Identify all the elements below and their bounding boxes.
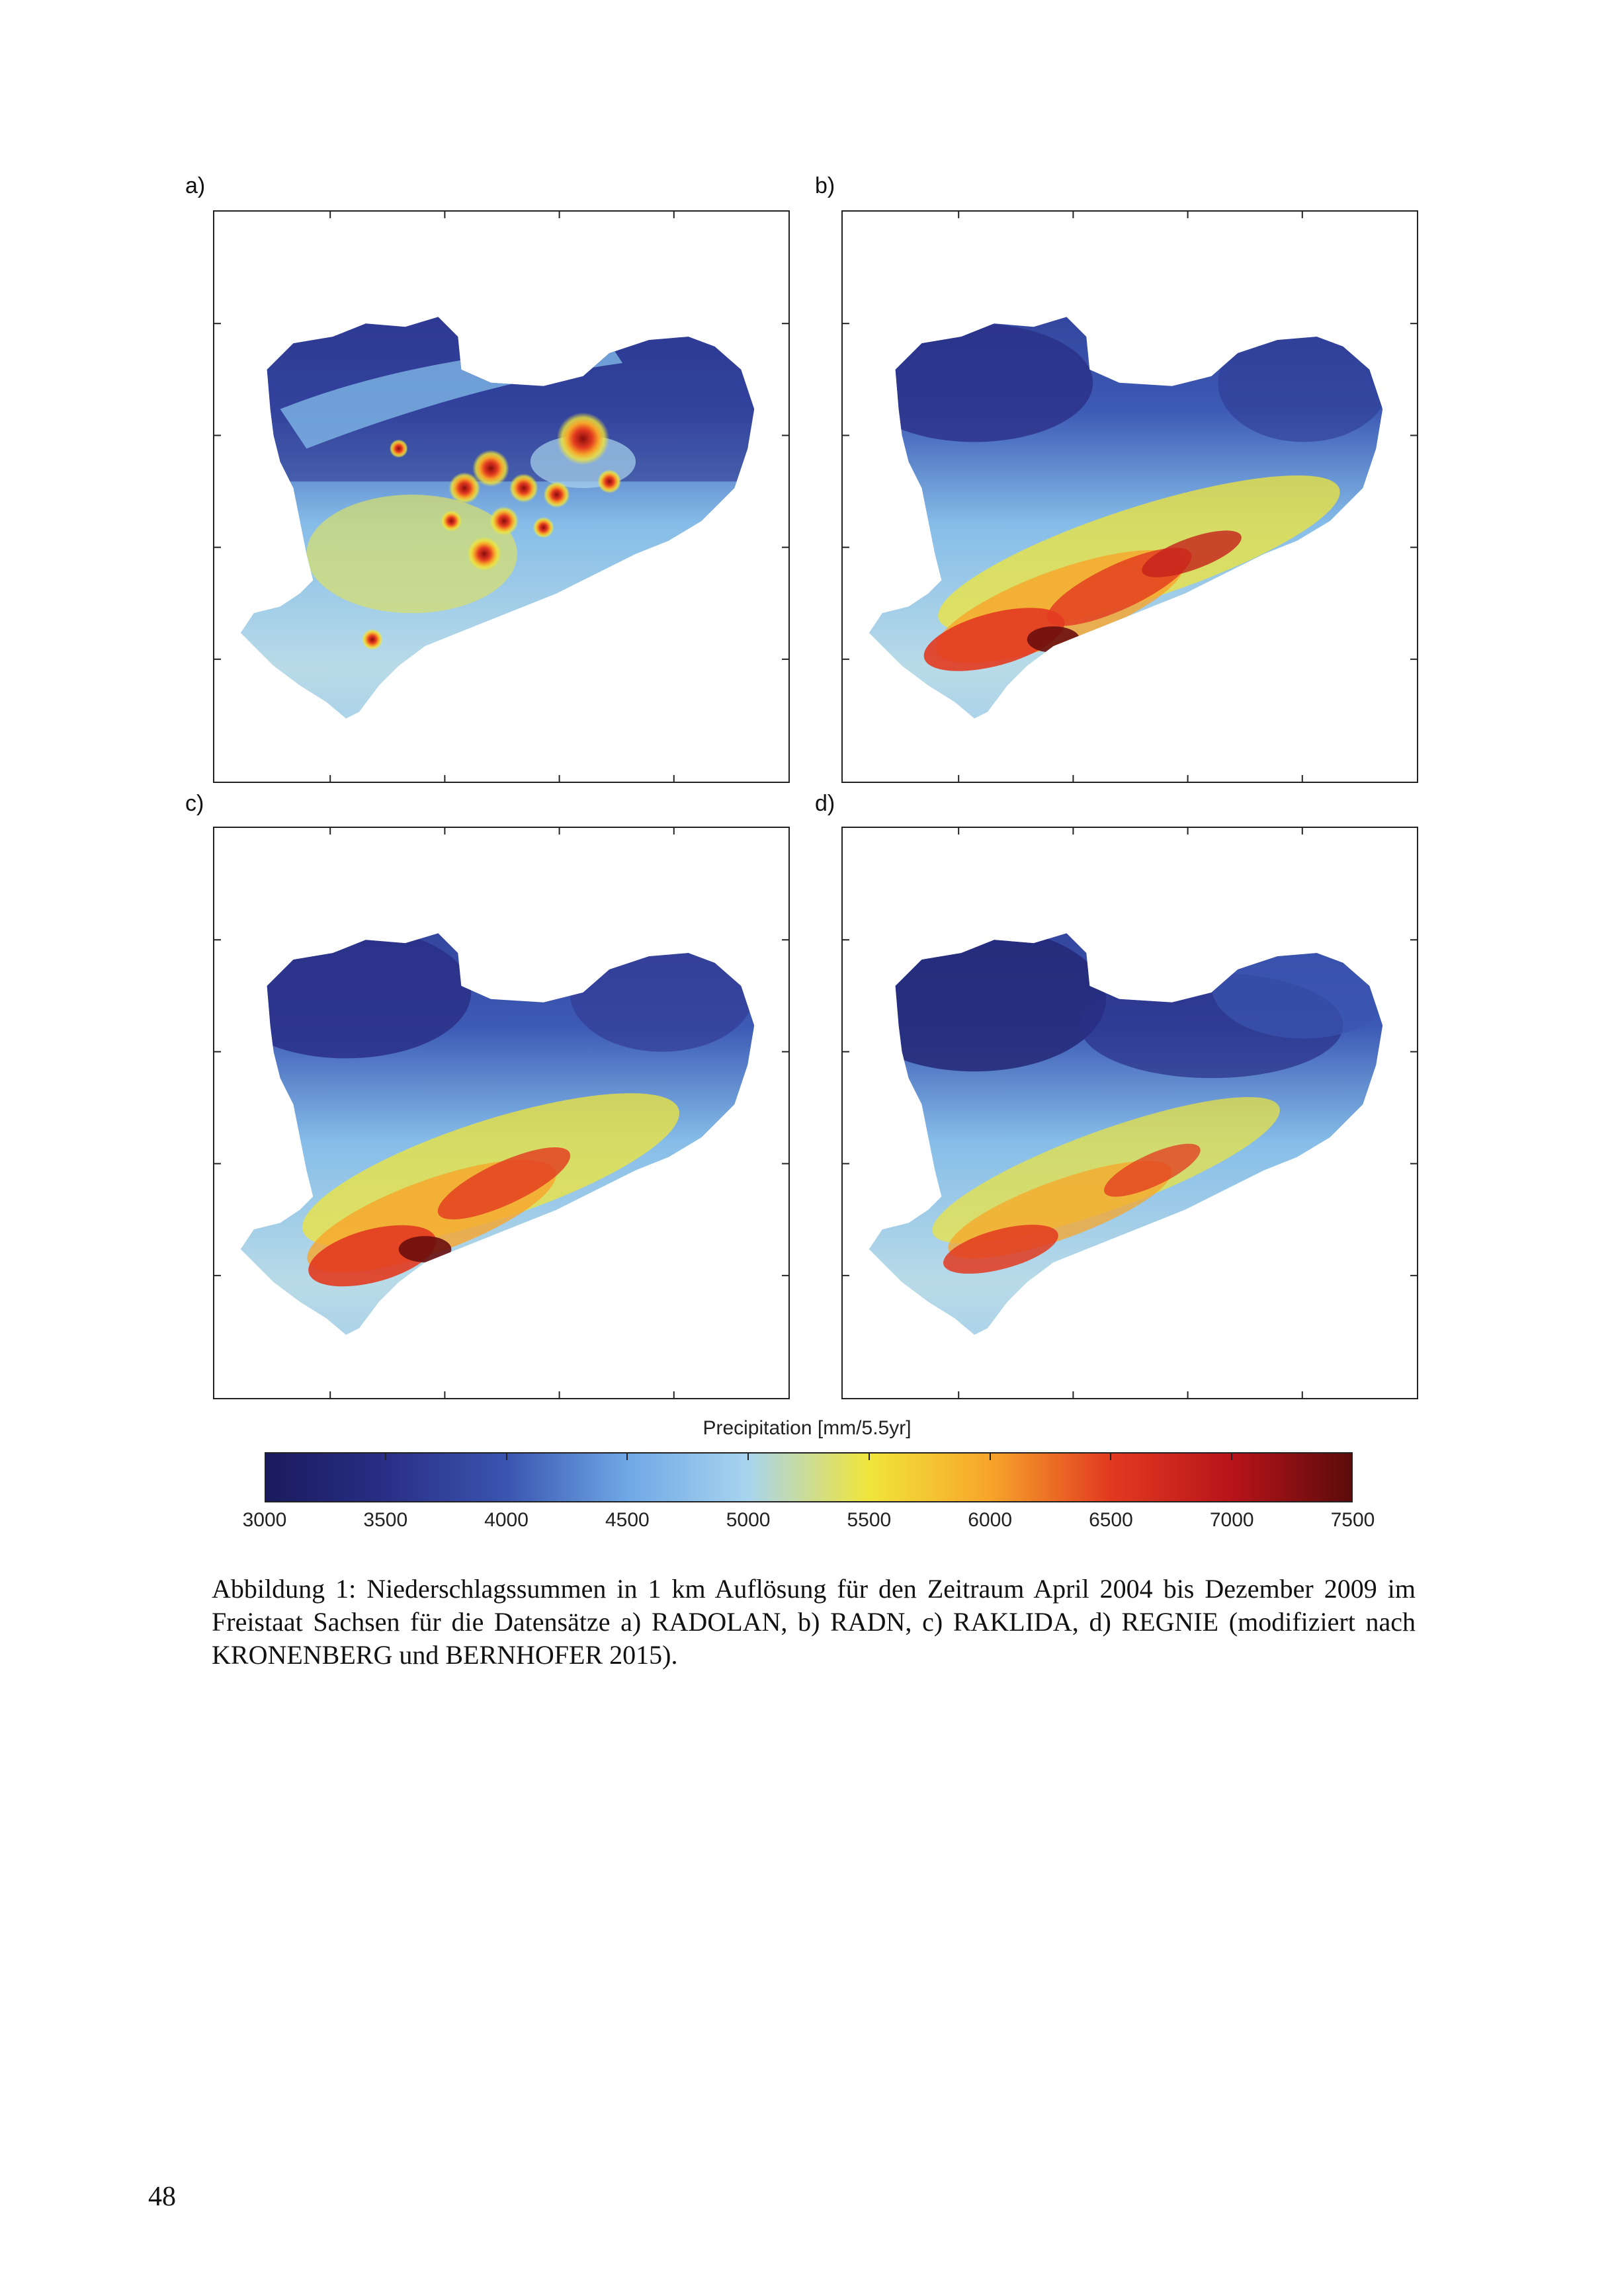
map-d [843,828,1417,1398]
panel-b-label: b) [815,173,835,198]
colorbar-tick-label: 7000 [1209,1509,1254,1531]
map-a [214,212,788,782]
colorbar-tick-label: 4500 [605,1509,650,1531]
panel-c-label: c) [185,791,204,816]
map-panel-c [213,827,790,1399]
colorbar-tick-label: 6000 [968,1509,1013,1531]
colorbar-tick-mark [747,1452,749,1460]
map-c [214,828,788,1398]
colorbar-tick-label: 5000 [726,1509,771,1531]
colorbar-tick-label: 5500 [847,1509,892,1531]
colorbar-tick-label: 3500 [363,1509,408,1531]
colorbar-tick-mark [1231,1452,1233,1460]
colorbar-tick-mark [505,1452,507,1460]
panel-a-label: a) [185,173,206,198]
colorbar-tick-label: 4000 [484,1509,529,1531]
colorbar-tick-label: 7500 [1330,1509,1375,1531]
colorbar-title: Precipitation [mm/5.5yr] [702,1417,912,1439]
map-panel-b [841,210,1418,783]
map-panel-a [213,210,790,783]
map-panel-d [841,827,1418,1399]
colorbar-tick-label: 6500 [1089,1509,1133,1531]
panel-d-label: d) [815,791,835,816]
colorbar-tick-mark [868,1452,870,1460]
figure-caption: Abbildung 1: Niederschlagssummen in 1 km… [212,1574,1416,1670]
colorbar-tick-mark [1110,1452,1112,1460]
map-b [843,212,1417,782]
colorbar-tick-mark [384,1452,386,1460]
page-number: 48 [148,2182,176,2212]
colorbar-tick-mark [989,1452,991,1460]
colorbar-tick-mark [626,1452,628,1460]
colorbar [265,1452,1353,1502]
colorbar-tick-label: 3000 [242,1509,287,1531]
